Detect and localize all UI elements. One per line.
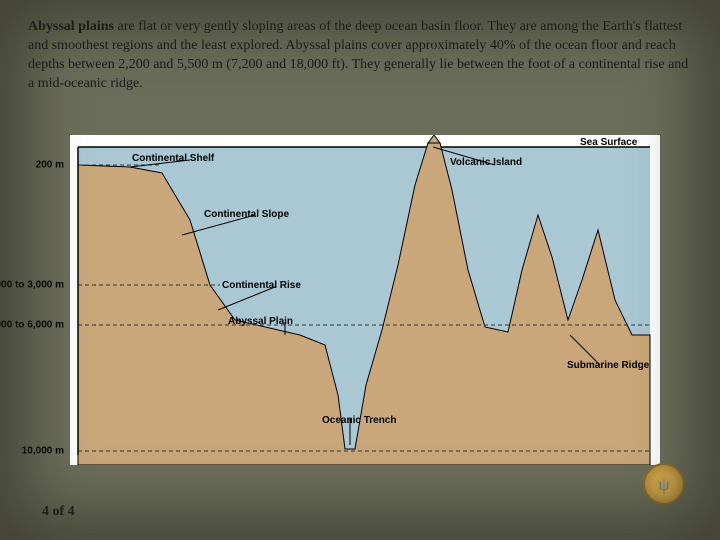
description-text: Abyssal plains are flat or very gently s…: [28, 18, 692, 94]
diagram-label: Sea Surface: [580, 137, 637, 148]
page-indicator: 4 of 4: [42, 504, 75, 520]
diagram-label: Continental Shelf: [132, 153, 214, 164]
depth-label: 10,000 m: [22, 446, 64, 457]
depth-label: 4,000 to 6,000 m: [0, 320, 64, 331]
diagram-label: Continental Slope: [204, 209, 289, 220]
diagram-label: Oceanic Trench: [322, 415, 396, 426]
merit-badge: ψ: [643, 463, 685, 505]
depth-label: 2,000 to 3,000 m: [0, 280, 64, 291]
diagram-label: Volcanic Island: [450, 157, 522, 168]
description-body: are flat or very gently sloping areas of…: [28, 19, 688, 91]
diagram-label: Submarine Ridge: [567, 360, 649, 371]
depth-label: 200 m: [36, 160, 64, 171]
diagram-label: Continental Rise: [222, 280, 301, 291]
diagram-label: Abyssal Plain: [228, 316, 293, 327]
trident-icon: ψ: [651, 471, 677, 497]
description-lead: Abyssal plains: [28, 19, 114, 34]
ocean-floor-diagram: Sea Surface Continental Shelf Volcanic Isl…: [70, 135, 660, 465]
